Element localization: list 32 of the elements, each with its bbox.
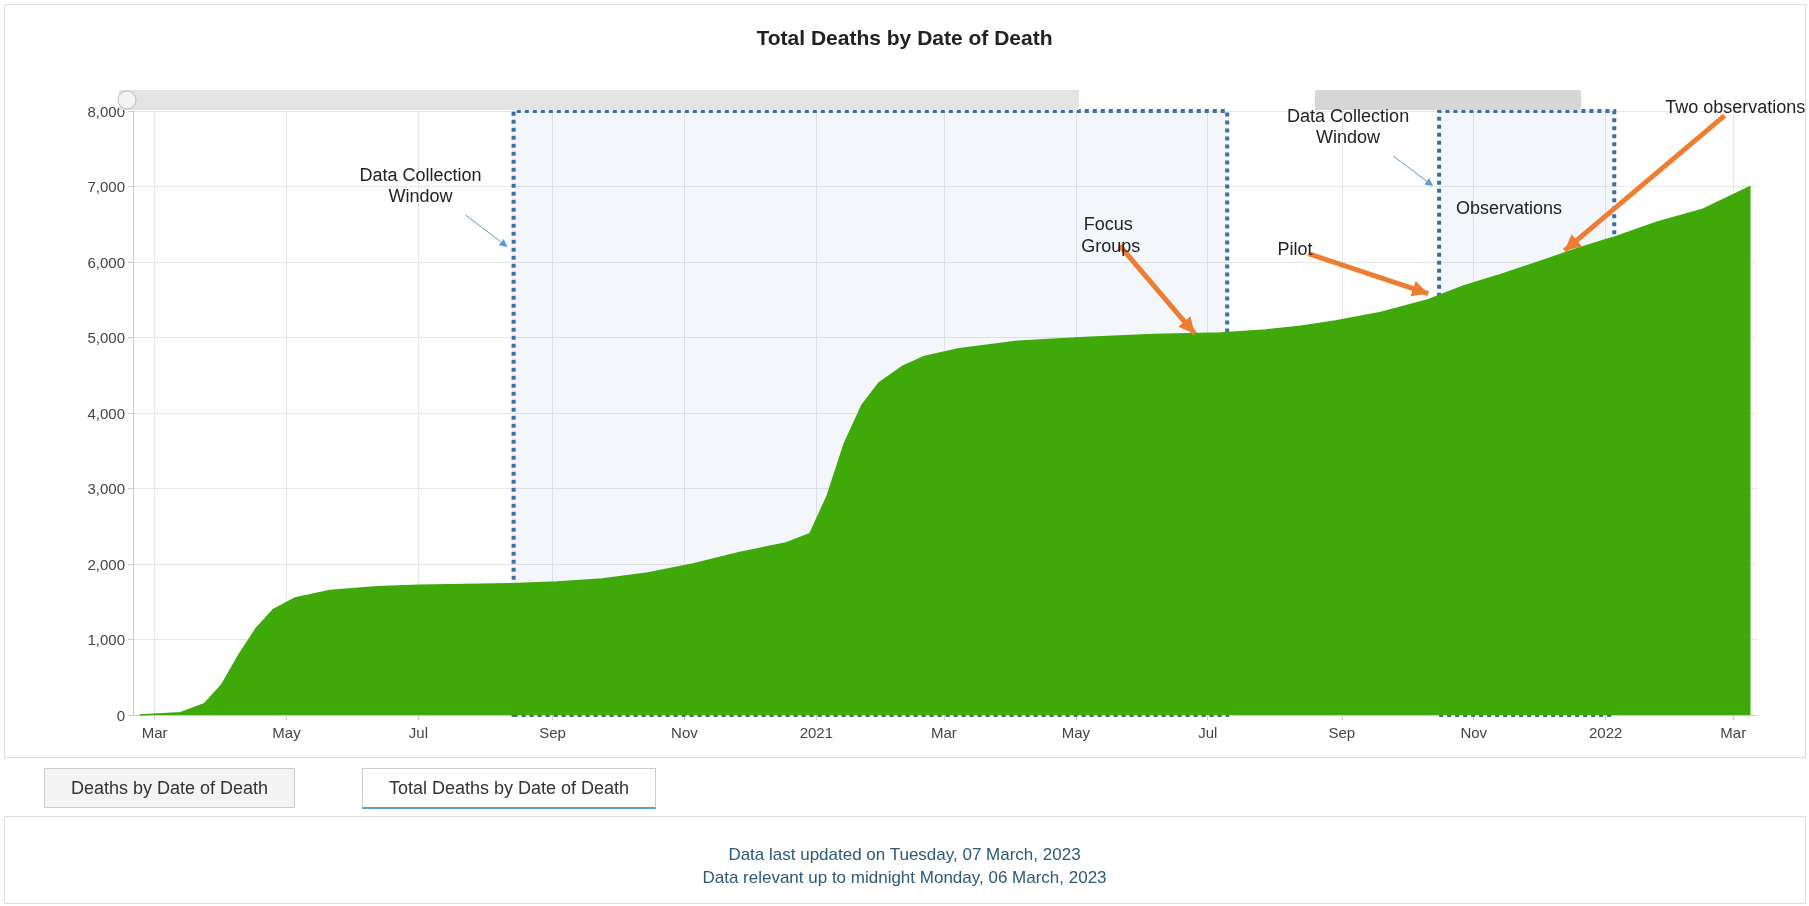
x-tick-label: 2022 xyxy=(1588,724,1623,741)
x-tick-label: 2021 xyxy=(799,724,834,741)
band-label: Data Collection Window xyxy=(358,165,483,207)
y-tick-label: 7,000 xyxy=(87,178,125,195)
x-tick-label: Nov xyxy=(671,724,699,741)
x-tick-label: Nov xyxy=(1460,724,1488,741)
x-tick-label: Jul xyxy=(408,724,429,741)
y-tick-label: 2,000 xyxy=(87,555,125,573)
x-tick-label: May xyxy=(1061,724,1091,741)
y-tick-label: 1,000 xyxy=(87,631,125,648)
y-tick-label: 5,000 xyxy=(87,329,125,346)
y-tick-label: 6,000 xyxy=(87,253,125,271)
text: Total Deaths by Date of Death xyxy=(362,768,657,809)
x-tick-label: Mar xyxy=(141,724,168,741)
band-label: Data Collection Window xyxy=(1286,106,1411,148)
x-tick-label: Mar xyxy=(1720,724,1747,741)
x-tick-label: Mar xyxy=(931,724,957,741)
text: Deaths by Date of Death xyxy=(44,768,296,808)
annotation: Observations xyxy=(1456,198,1563,219)
chart-title: Total Deaths by Date of Death xyxy=(756,26,1053,49)
y-tick-label: 3,000 xyxy=(87,480,125,497)
x-tick-label: May xyxy=(272,724,302,741)
y-tick-label: 4,000 xyxy=(87,404,125,422)
annotation: Pilot xyxy=(1277,239,1313,260)
annotation: Focus Groups xyxy=(1081,214,1141,257)
text: Data last updated on Tuesday, 07 March, 2023 xyxy=(727,845,1082,865)
x-tick-label: Sep xyxy=(1328,724,1356,741)
x-tick-label: Jul xyxy=(1198,724,1218,741)
annotation: Two observations xyxy=(1665,96,1806,117)
y-tick-label: 0 xyxy=(116,706,125,724)
text: Data relevant up to midnight Monday, 06 March, 2023 xyxy=(701,868,1108,888)
x-tick-label: Sep xyxy=(539,724,566,741)
